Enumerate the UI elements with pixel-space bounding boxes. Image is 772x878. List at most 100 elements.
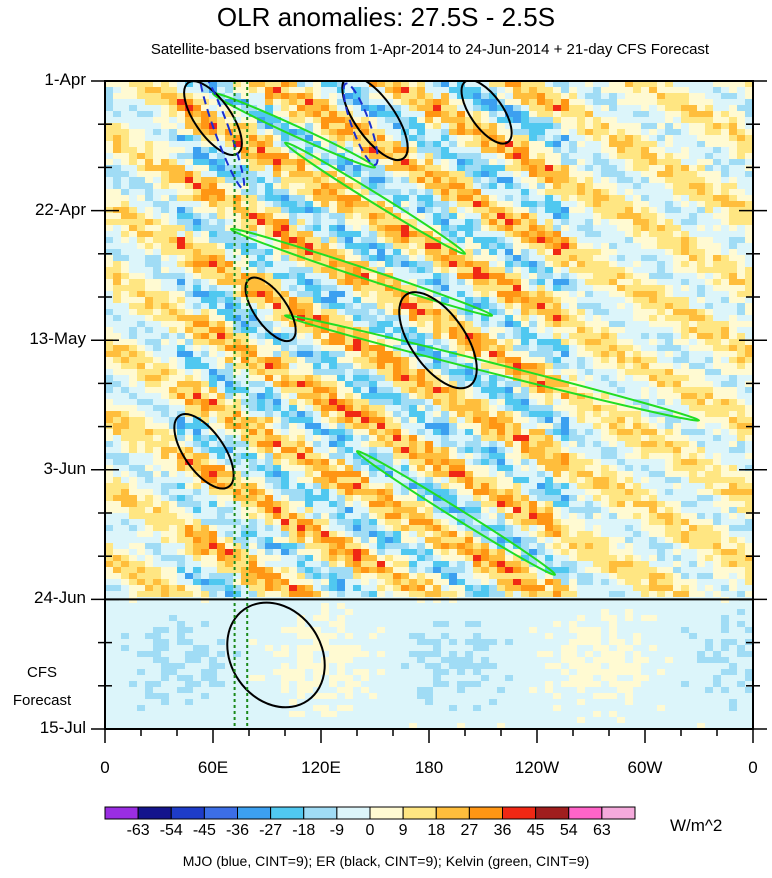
field-cell bbox=[329, 369, 337, 375]
field-cell bbox=[353, 261, 361, 267]
field-cell bbox=[321, 225, 329, 231]
field-cell bbox=[601, 207, 609, 213]
field-cell bbox=[617, 357, 625, 363]
field-cell bbox=[593, 363, 601, 369]
field-cell bbox=[529, 81, 537, 87]
field-cell bbox=[401, 381, 409, 387]
field-cell bbox=[633, 207, 641, 213]
field-cell bbox=[713, 87, 721, 93]
field-cell bbox=[153, 285, 161, 291]
field-cell bbox=[193, 399, 201, 405]
field-cell bbox=[569, 363, 577, 369]
field-cell bbox=[585, 399, 593, 405]
field-cell bbox=[353, 297, 361, 303]
field-cell bbox=[585, 147, 593, 153]
field-cell bbox=[273, 285, 281, 291]
field-cell bbox=[393, 261, 401, 267]
field-cell bbox=[249, 213, 257, 219]
field-cell bbox=[233, 201, 241, 207]
field-cell bbox=[609, 417, 617, 423]
field-cell bbox=[257, 369, 265, 375]
field-cell bbox=[505, 297, 513, 303]
field-cell bbox=[345, 411, 353, 417]
field-cell bbox=[337, 291, 345, 297]
field-cell bbox=[665, 387, 673, 393]
field-cell bbox=[745, 387, 753, 393]
field-cell bbox=[737, 315, 745, 321]
field-cell bbox=[729, 303, 737, 309]
field-cell bbox=[425, 243, 433, 249]
field-cell bbox=[513, 159, 521, 165]
field-cell bbox=[417, 429, 425, 435]
field-cell bbox=[169, 315, 177, 321]
field-cell bbox=[393, 387, 401, 393]
field-cell bbox=[193, 99, 201, 105]
field-cell bbox=[321, 339, 329, 345]
field-cell bbox=[345, 363, 353, 369]
field-cell bbox=[273, 315, 281, 321]
field-cell bbox=[233, 117, 241, 123]
field-cell bbox=[673, 351, 681, 357]
field-cell bbox=[681, 273, 689, 279]
field-cell bbox=[273, 255, 281, 261]
field-cell bbox=[561, 117, 569, 123]
field-cell bbox=[657, 249, 665, 255]
field-cell bbox=[313, 387, 321, 393]
field-cell bbox=[185, 237, 193, 243]
field-cell bbox=[265, 441, 273, 447]
field-cell bbox=[537, 111, 545, 117]
field-cell bbox=[113, 333, 121, 339]
field-cell bbox=[129, 447, 137, 453]
field-cell bbox=[273, 267, 281, 273]
field-cell bbox=[169, 345, 177, 351]
field-cell bbox=[569, 135, 577, 141]
field-cell bbox=[745, 153, 753, 159]
field-cell bbox=[161, 429, 169, 435]
field-cell bbox=[441, 435, 449, 441]
field-cell bbox=[729, 201, 737, 207]
field-cell bbox=[329, 393, 337, 399]
field-cell bbox=[465, 369, 473, 375]
field-cell bbox=[697, 231, 705, 237]
field-cell bbox=[169, 135, 177, 141]
field-cell bbox=[353, 207, 361, 213]
field-cell bbox=[305, 135, 313, 141]
field-cell bbox=[249, 99, 257, 105]
field-cell bbox=[209, 363, 217, 369]
field-cell bbox=[361, 99, 369, 105]
field-cell bbox=[529, 357, 537, 363]
field-cell bbox=[145, 159, 153, 165]
field-cell bbox=[393, 267, 401, 273]
field-cell bbox=[665, 243, 673, 249]
field-cell bbox=[145, 81, 153, 87]
field-cell bbox=[161, 201, 169, 207]
field-cell bbox=[289, 393, 297, 399]
field-cell bbox=[329, 375, 337, 381]
field-cell bbox=[665, 195, 673, 201]
field-cell bbox=[689, 123, 697, 129]
field-cell bbox=[529, 105, 537, 111]
field-cell bbox=[745, 321, 753, 327]
field-cell bbox=[401, 189, 409, 195]
field-cell bbox=[105, 135, 113, 141]
field-cell bbox=[505, 363, 513, 369]
field-cell bbox=[161, 387, 169, 393]
field-cell bbox=[713, 345, 721, 351]
field-cell bbox=[577, 231, 585, 237]
field-cell bbox=[617, 189, 625, 195]
field-cell bbox=[393, 117, 401, 123]
field-cell bbox=[497, 303, 505, 309]
field-cell bbox=[137, 171, 145, 177]
field-cell bbox=[369, 183, 377, 189]
field-cell bbox=[737, 327, 745, 333]
field-cell bbox=[497, 99, 505, 105]
field-cell bbox=[649, 429, 657, 435]
field-cell bbox=[609, 183, 617, 189]
field-cell bbox=[449, 369, 457, 375]
field-cell bbox=[153, 279, 161, 285]
field-cell bbox=[225, 201, 233, 207]
field-cell bbox=[129, 399, 137, 405]
field-cell bbox=[665, 135, 673, 141]
field-cell bbox=[321, 183, 329, 189]
field-cell bbox=[673, 201, 681, 207]
